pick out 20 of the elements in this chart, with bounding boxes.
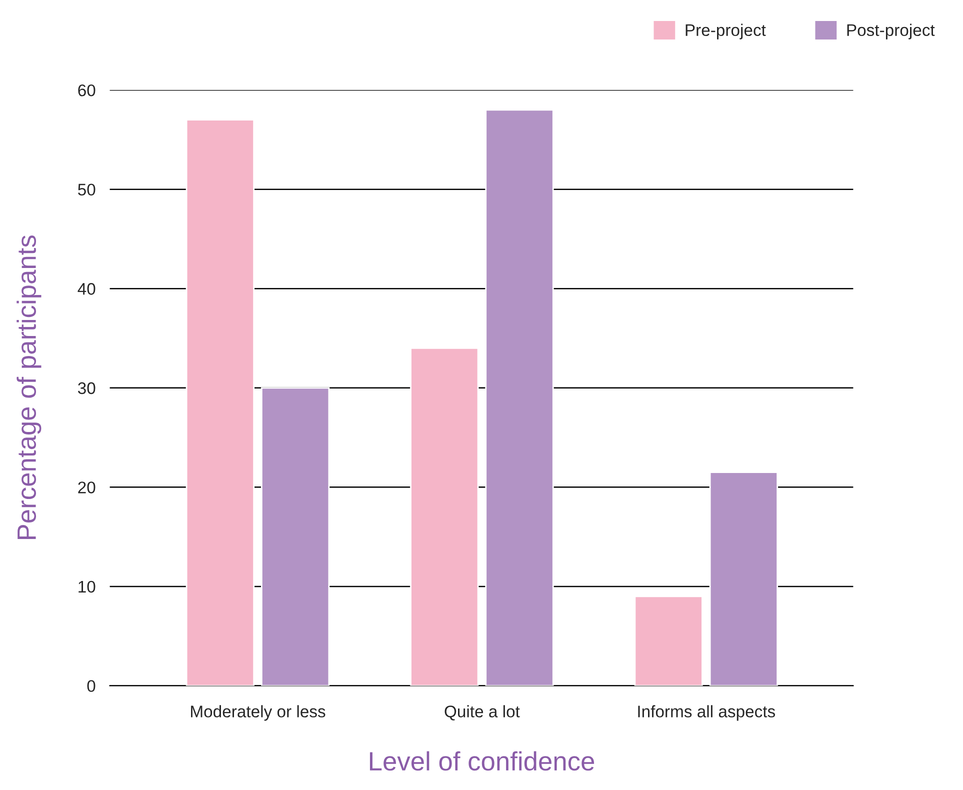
x-tick-label: Moderately or less xyxy=(191,705,326,721)
x-tick-label: Quite a lot xyxy=(444,705,520,720)
bar xyxy=(410,347,479,686)
y-axis-title: Percentage of participants xyxy=(16,236,42,540)
x-axis-title: Level of confidence xyxy=(370,751,594,771)
bar xyxy=(186,119,255,686)
y-tick-label: 50 xyxy=(78,184,96,196)
y-tick-label: 0 xyxy=(87,680,96,692)
y-tick-label: 30 xyxy=(78,382,96,394)
legend-label: Post-project xyxy=(847,24,935,40)
y-tick-label: 10 xyxy=(78,580,96,593)
bar xyxy=(709,472,778,686)
bar xyxy=(260,387,330,686)
legend-label: Pre-project xyxy=(686,24,766,40)
bar xyxy=(485,109,554,686)
x-tick-label: Informs all aspects xyxy=(638,705,776,721)
bar xyxy=(634,596,703,686)
y-tick-label: 20 xyxy=(78,482,96,494)
y-tick-label: 60 xyxy=(78,84,96,96)
y-tick-label: 40 xyxy=(78,283,96,295)
